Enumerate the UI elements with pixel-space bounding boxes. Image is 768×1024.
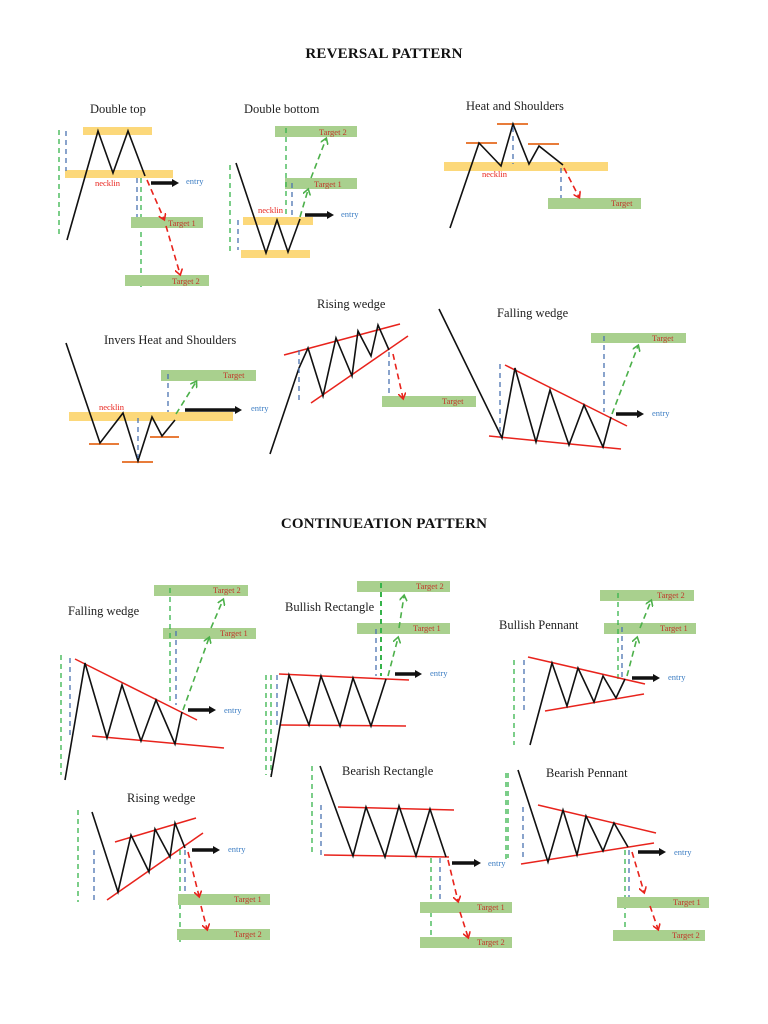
rising-wedge-reversal-title: Rising wedge xyxy=(317,297,386,311)
svg-text:entry: entry xyxy=(488,858,506,868)
svg-text:entry: entry xyxy=(224,705,242,715)
svg-text:Target 1: Target 1 xyxy=(413,623,441,633)
falling-wedge-continuation-title: Falling wedge xyxy=(68,604,140,618)
svg-text:entry: entry xyxy=(652,408,670,418)
svg-text:Target 1: Target 1 xyxy=(673,897,701,907)
svg-text:Target 2: Target 2 xyxy=(672,930,700,940)
svg-text:Target 2: Target 2 xyxy=(213,585,241,595)
double-top-title: Double top xyxy=(90,102,146,116)
svg-text:Target 1: Target 1 xyxy=(220,628,248,638)
svg-text:Target 1: Target 1 xyxy=(314,179,342,189)
bearish-pennant-title: Bearish Pennant xyxy=(546,766,628,780)
svg-text:Target 1: Target 1 xyxy=(660,623,688,633)
svg-text:entry: entry xyxy=(668,672,686,682)
entry-label: entry xyxy=(186,176,204,186)
bearish-pennant-diagram: entry Target 1 Target 2 xyxy=(507,769,709,941)
bullish-rectangle-title: Bullish Rectangle xyxy=(285,600,375,614)
bearish-rectangle-diagram: entry Target 1 Target 2 xyxy=(311,765,512,948)
svg-text:Target: Target xyxy=(442,396,464,406)
svg-text:entry: entry xyxy=(228,844,246,854)
falling-wedge-continuation-diagram: Target 2 Target 1 entry xyxy=(60,585,267,781)
svg-text:Target: Target xyxy=(611,198,633,208)
double-top-diagram: necklin entry Target 1 Target 2 xyxy=(58,127,209,287)
head-and-shoulders-diagram: necklin Target xyxy=(444,121,641,229)
double-bottom-title: Double bottom xyxy=(244,102,320,116)
svg-text:Target: Target xyxy=(223,370,245,380)
bullish-pennant-title: Bullish Pennant xyxy=(499,618,579,632)
falling-wedge-reversal-diagram: Target entry xyxy=(438,308,686,450)
head-and-shoulders-title: Heat and Shoulders xyxy=(466,99,564,113)
necklin-label: necklin xyxy=(95,178,121,188)
svg-text:Target 2: Target 2 xyxy=(234,929,262,939)
svg-text:necklin: necklin xyxy=(99,402,125,412)
svg-text:entry: entry xyxy=(341,209,359,219)
svg-text:Target 1: Target 1 xyxy=(234,894,262,904)
bullish-rectangle-diagram: Target 2 Target 1 entry xyxy=(270,581,450,778)
svg-text:entry: entry xyxy=(430,668,448,678)
double-bottom-diagram: Target 2 Target 1 necklin entry xyxy=(229,126,359,258)
svg-text:necklin: necklin xyxy=(258,205,284,215)
svg-text:Target 1: Target 1 xyxy=(477,902,505,912)
target-1-label: Target 1 xyxy=(168,218,196,228)
svg-text:entry: entry xyxy=(674,847,692,857)
continuation-pattern-heading: CONTINUEATION PATTERN xyxy=(280,516,488,532)
svg-text:Target 2: Target 2 xyxy=(657,590,685,600)
falling-wedge-reversal-title: Falling wedge xyxy=(497,306,569,320)
svg-text:Target: Target xyxy=(652,333,674,343)
bearish-rectangle-title: Bearish Rectangle xyxy=(342,764,434,778)
svg-text:Target 2: Target 2 xyxy=(319,127,347,137)
rising-wedge-continuation-diagram: Target 1 Target 2 entry xyxy=(77,810,270,942)
svg-text:entry: entry xyxy=(251,403,269,413)
target-2-label: Target 2 xyxy=(172,276,200,286)
svg-text:Target 2: Target 2 xyxy=(416,581,444,591)
reversal-pattern-heading: REVERSAL PATTERN xyxy=(305,46,463,62)
svg-text:Target 2: Target 2 xyxy=(477,937,505,947)
inverse-head-and-shoulders-diagram: Target necklin entry xyxy=(65,342,269,464)
inverse-head-and-shoulders-title: Invers Heat and Shoulders xyxy=(104,333,237,347)
bullish-pennant-diagram: Target 2 Target 1 entry xyxy=(513,590,696,746)
rising-wedge-reversal-diagram: Target xyxy=(269,322,476,455)
svg-text:necklin: necklin xyxy=(482,169,508,179)
rising-wedge-continuation-title: Rising wedge xyxy=(127,791,196,805)
